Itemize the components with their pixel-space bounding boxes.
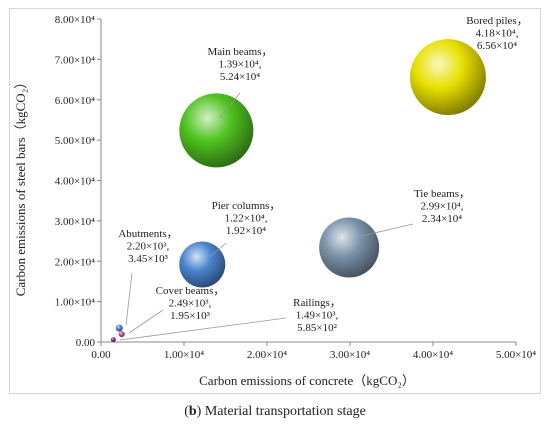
- x-tick-label: 1.00×10⁴: [164, 349, 204, 361]
- data-label: Cover beams， 2.49×10³, 1.95×10³: [156, 285, 225, 322]
- leader-line: [125, 272, 133, 326]
- chart-frame: [9, 8, 541, 394]
- axis-titles: Carbon emissions of concrete（kgCO₂） Carb…: [13, 76, 415, 388]
- bubble-bored-piles: [409, 39, 486, 116]
- bubble-abutments: [115, 324, 123, 332]
- y-tick-label: 8.00×10⁴: [55, 14, 95, 26]
- point-labels: Bored piles， 4.18×10⁴, 6.56×10⁴ Main beams，…: [118, 15, 528, 341]
- y-tick-label: 7.00×10⁴: [55, 54, 95, 66]
- bubble-railings: [110, 337, 116, 343]
- leader-line: [119, 317, 287, 341]
- y-axis-label: Carbon emissions of steel bars（kgCO₂）: [13, 76, 28, 296]
- x-tick-label: 4.00×10⁴: [413, 349, 453, 361]
- bubble-pier-columns: [179, 241, 226, 288]
- y-tick-label: 1.00×10⁴: [55, 297, 95, 309]
- bubble-main-beams: [179, 93, 254, 168]
- x-tick-label: 0.00: [91, 349, 111, 361]
- figure-caption: (b) Material transportation stage: [0, 404, 550, 420]
- data-label: Tie beams， 2.99×10⁴, 2.34×10⁴: [414, 188, 470, 225]
- bubble-cover-beams: [118, 331, 125, 338]
- y-tick-label: 2.00×10⁴: [55, 256, 95, 268]
- y-tick-label: 5.00×10⁴: [55, 135, 95, 147]
- x-tick-label: 2.00×10⁴: [247, 349, 287, 361]
- y-tick-label: 0.00: [76, 337, 96, 349]
- data-label: Pier columns， 1.22×10⁴, 1.92×10⁴: [212, 200, 281, 237]
- bubbles: [110, 39, 486, 343]
- axes: 0.00 1.00×10⁴ 2.00×10⁴ 3.00×10⁴ 4.00×10⁴ 5.00…: [55, 14, 537, 361]
- caption-prefix: (: [184, 404, 189, 419]
- y-tick-label: 6.00×10⁴: [55, 95, 95, 107]
- data-label: Railings， 1.49×10³, 5.85×10²: [293, 297, 341, 334]
- caption-text: ) Material transportation stage: [196, 404, 366, 419]
- data-label: Bored piles， 4.18×10⁴, 6.56×10⁴: [466, 15, 527, 52]
- x-tick-label: 3.00×10⁴: [330, 349, 370, 361]
- caption-bold: b: [188, 404, 197, 419]
- leader-line: [356, 223, 414, 238]
- x-axis-label: Carbon emissions of concrete（kgCO₂）: [199, 373, 415, 388]
- leader-line: [219, 92, 241, 119]
- bubble-chart: 0.00 1.00×10⁴ 2.00×10⁴ 3.00×10⁴ 4.00×10⁴ 5.00…: [13, 14, 537, 388]
- leader-line: [209, 242, 227, 258]
- y-tick-label: 4.00×10⁴: [55, 176, 95, 188]
- data-label: Abutments， 2.20×10³, 3.45×10³: [118, 228, 177, 265]
- y-tick-label: 3.00×10⁴: [55, 216, 95, 228]
- leader-line: [128, 309, 164, 334]
- data-label: Main beams， 1.39×10⁴, 5.24×10⁴: [207, 46, 272, 83]
- bubble-tie-beams: [319, 217, 380, 278]
- x-tick-label: 5.00×10⁴: [496, 349, 536, 361]
